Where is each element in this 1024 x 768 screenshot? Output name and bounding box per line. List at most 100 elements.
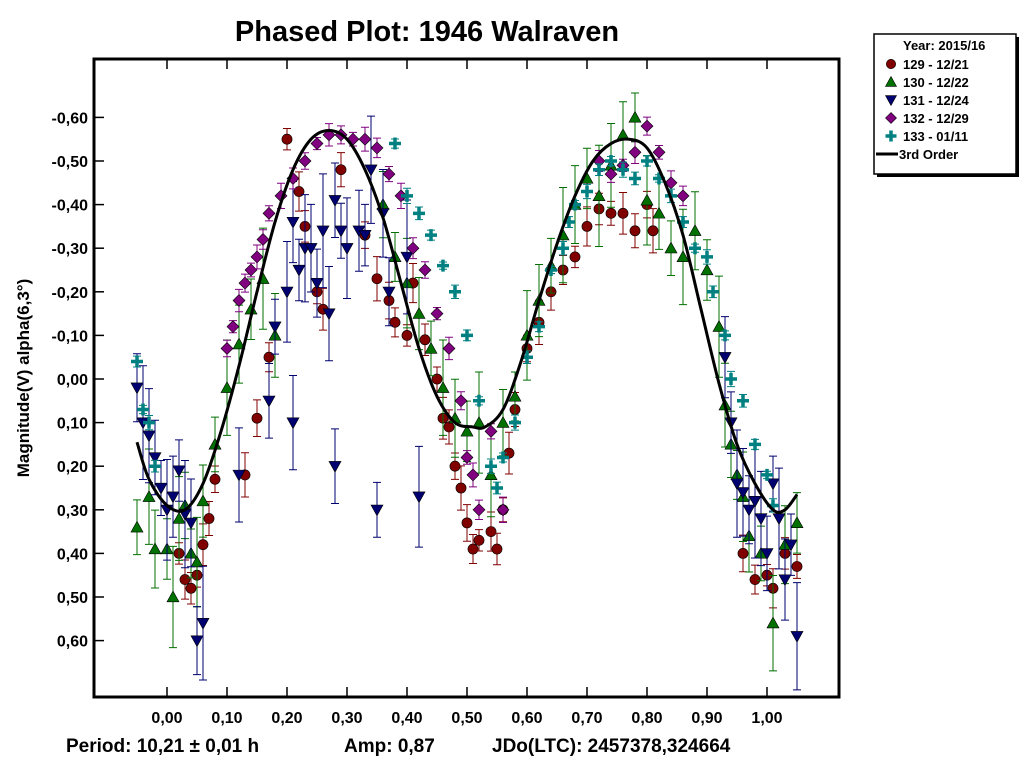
- data-point: [581, 185, 593, 198]
- legend-marker-diamond: [885, 112, 897, 124]
- data-point: [472, 503, 486, 517]
- data-point: [473, 394, 485, 407]
- data-point: [640, 119, 654, 133]
- legend-entry: 131 - 12/24: [884, 93, 970, 108]
- data-point: [154, 482, 168, 495]
- data-point: [761, 468, 773, 481]
- data-point: [197, 539, 209, 551]
- data-point: [737, 394, 749, 407]
- legend-label: 3rd Order: [899, 147, 958, 162]
- data-point: [130, 520, 144, 533]
- data-point: [509, 416, 521, 429]
- data-point: [436, 381, 450, 393]
- fit-curve: [135, 128, 799, 514]
- data-point: [412, 306, 426, 319]
- series-plus: [131, 137, 779, 513]
- data-point: [766, 616, 780, 629]
- x-tick-label: 0,70: [571, 710, 602, 727]
- period-readout: Period: 10,21 ± 0,01 h: [66, 736, 259, 757]
- data-point: [467, 543, 479, 555]
- legend-entries: 129 - 12/21 130 - 12/22 131 - 12/24 132 - 1…: [876, 57, 970, 162]
- data-point: [131, 355, 143, 368]
- y-tick-label: -0,50: [52, 154, 89, 171]
- data-point: [142, 430, 156, 443]
- y-tick-label: 0,20: [57, 459, 88, 476]
- axis-ticks: [94, 59, 768, 697]
- data-point: [652, 145, 666, 159]
- data-point: [485, 460, 497, 473]
- data-point: [310, 277, 324, 290]
- data-point: [250, 250, 264, 264]
- data-point: [455, 482, 467, 494]
- data-point: [442, 342, 456, 355]
- x-tick-label: 0,00: [151, 710, 182, 727]
- data-point: [418, 263, 432, 277]
- y-tick-label: -0,10: [52, 328, 89, 345]
- data-point: [460, 451, 474, 464]
- y-axis-label: Magnitude(V) alpha(6,3°): [14, 279, 33, 478]
- data-point: [172, 465, 186, 478]
- legend: Year: 2015/16 129 - 12/21 130 - 12/22 131 …: [873, 33, 1019, 177]
- x-tick-labels: 0,00 0,10 0,20 0,30 0,40 0,50 0,60 0,70 0,80 0,90…: [151, 710, 782, 727]
- data-point: [137, 403, 149, 416]
- legend-label: 129 - 12/21: [903, 57, 969, 72]
- data-point: [497, 451, 509, 464]
- x-tick-label: 0,90: [691, 710, 722, 727]
- data-point: [700, 263, 714, 276]
- y-tick-label: 0,00: [57, 372, 88, 389]
- data-point: [629, 225, 641, 237]
- x-tick-label: 0,50: [451, 710, 482, 727]
- data-point: [298, 154, 312, 168]
- data-point: [461, 329, 473, 342]
- legend-entry: 129 - 12/21: [886, 57, 969, 72]
- data-point: [664, 241, 678, 254]
- data-point: [232, 294, 246, 307]
- data-point: [425, 229, 437, 242]
- data-point: [401, 189, 413, 202]
- plot-frame: [92, 57, 841, 699]
- data-point: [286, 417, 300, 430]
- data-point: [364, 164, 378, 177]
- y-tick-label: -0,60: [52, 110, 89, 127]
- legend-header: Year: 2015/16: [903, 38, 985, 53]
- data-point: [256, 233, 270, 246]
- data-point: [185, 582, 197, 594]
- data-point: [496, 415, 510, 428]
- data-point: [166, 491, 180, 504]
- data-point: [292, 264, 306, 277]
- data-point: [335, 164, 347, 176]
- data-point: [473, 534, 485, 546]
- data-point: [628, 145, 642, 159]
- data-point: [712, 320, 726, 332]
- data-point: [485, 526, 497, 537]
- data-point: [371, 273, 383, 285]
- data-point: [443, 421, 455, 433]
- data-point: [262, 395, 276, 408]
- data-point: [617, 163, 629, 176]
- data-point: [209, 473, 221, 485]
- data-point: [328, 461, 342, 473]
- data-point: [179, 574, 191, 585]
- data-point: [190, 635, 204, 648]
- data-point: [437, 259, 449, 272]
- data-point: [688, 224, 702, 236]
- data-point: [701, 250, 713, 263]
- data-point: [143, 416, 155, 429]
- data-point: [419, 334, 431, 346]
- data-point: [461, 517, 473, 529]
- data-point: [725, 373, 737, 385]
- x-tick-label: 0,60: [511, 710, 542, 727]
- data-point: [760, 548, 774, 561]
- data-point: [491, 482, 503, 494]
- data-point: [370, 141, 384, 155]
- plot-area: [92, 57, 841, 699]
- series-diamond: [220, 116, 690, 523]
- data-point: [220, 381, 234, 393]
- amplitude-readout: Amp: 0,87: [344, 736, 435, 757]
- data-point: [424, 341, 438, 354]
- data-point: [640, 193, 654, 206]
- data-point: [737, 548, 749, 559]
- data-point: [166, 590, 180, 603]
- legend-box: [873, 33, 1017, 175]
